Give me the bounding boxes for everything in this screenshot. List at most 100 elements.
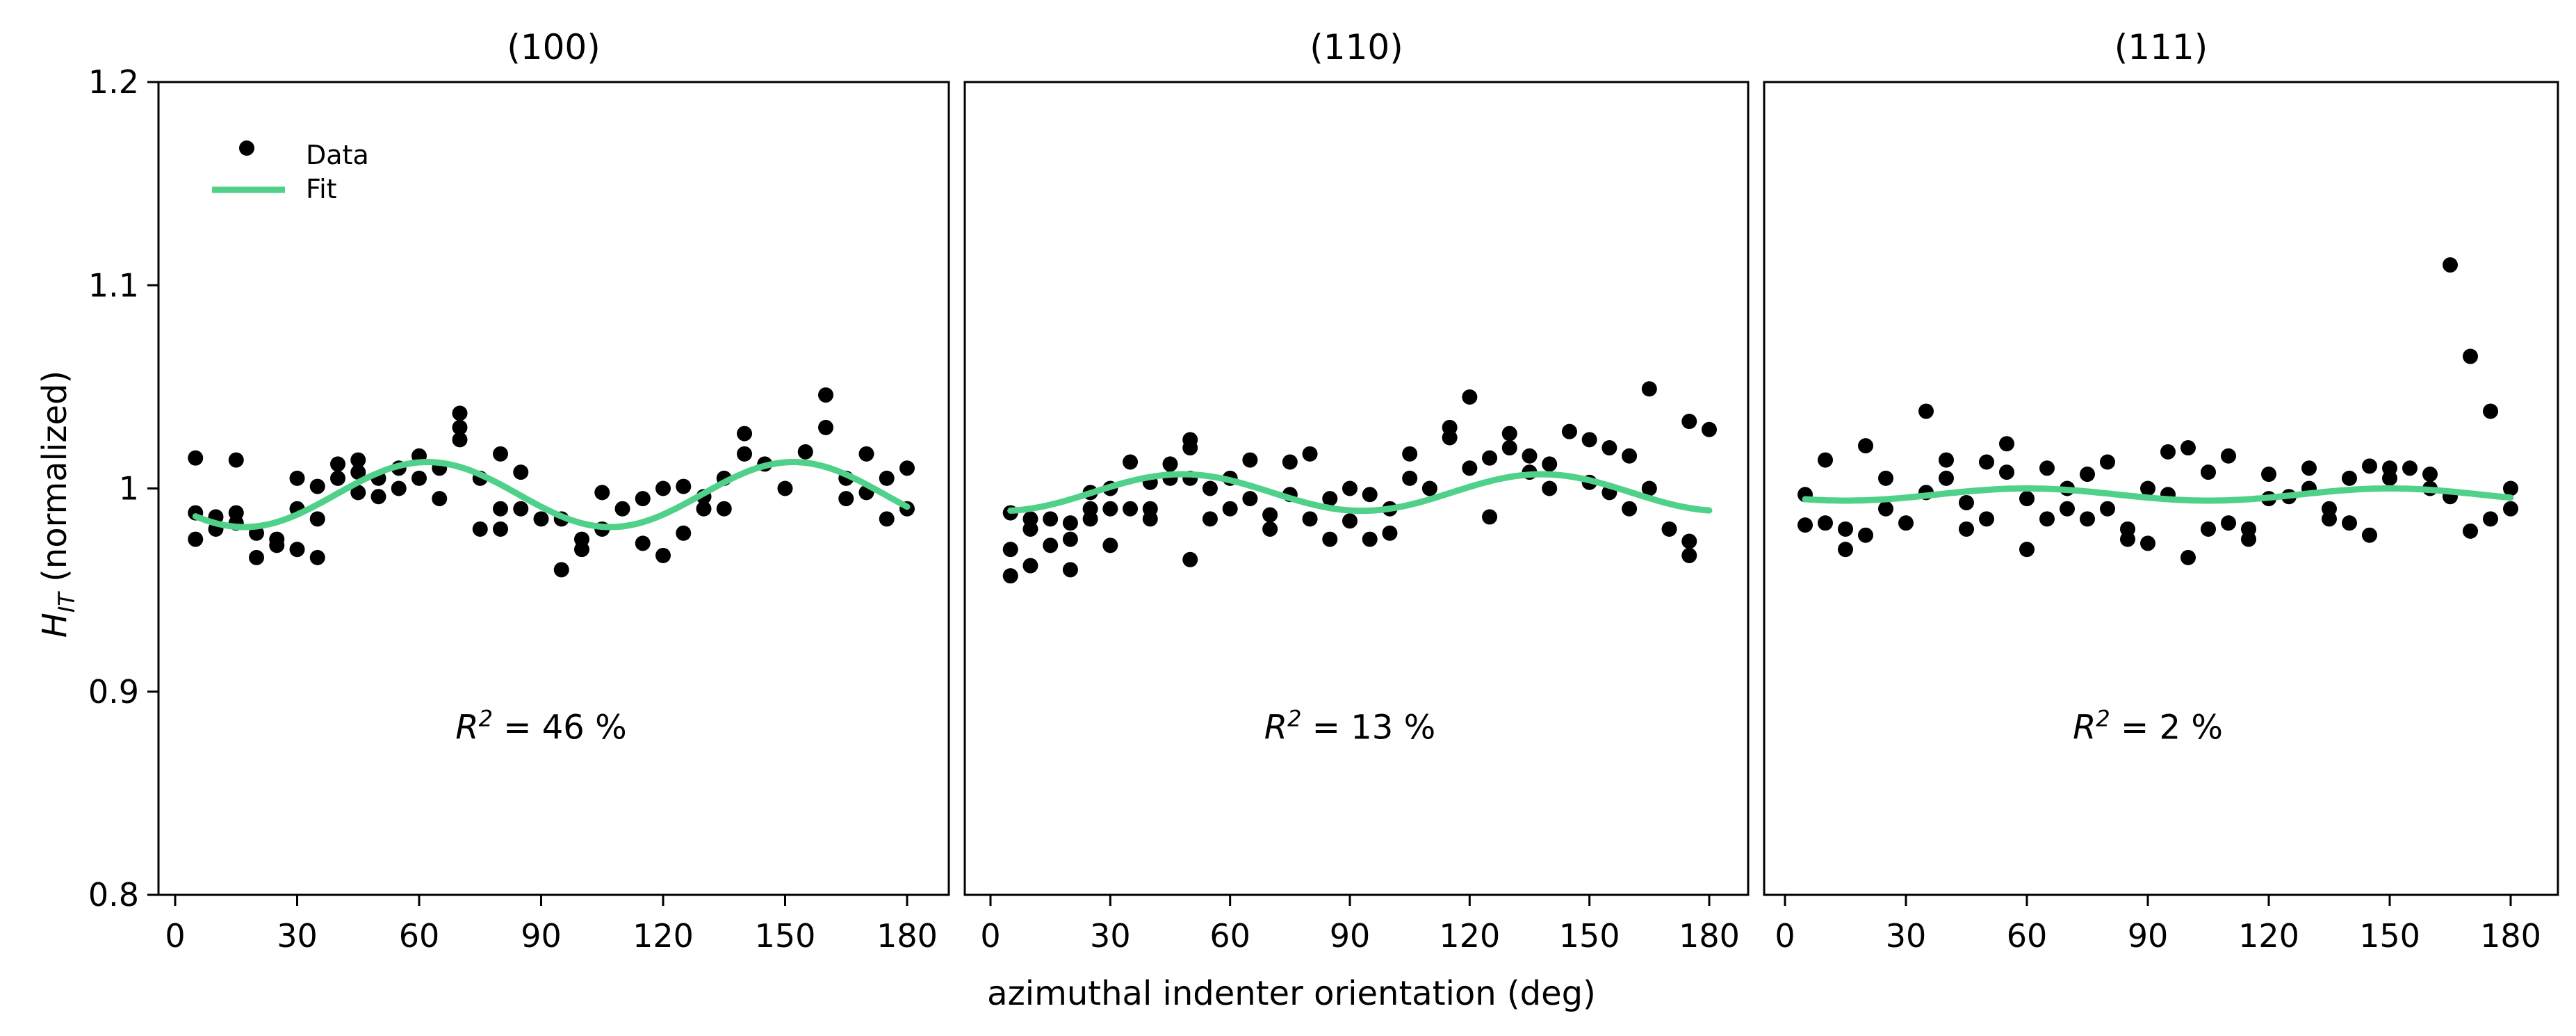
data-point [1382,525,1398,541]
data-point [1102,501,1118,517]
data-point [1501,426,1517,442]
data-point [2241,521,2256,537]
data-point [838,491,854,507]
y-tick-label: 0.9 [88,673,139,711]
data-point [289,542,305,558]
data-point [1242,491,1258,507]
data-point [2402,460,2418,476]
data-point [777,480,793,496]
data-point [1681,533,1697,549]
data-point [1123,501,1139,517]
data-point [1661,521,1677,537]
data-point [2322,501,2337,517]
data-point [2019,491,2035,507]
y-axis: 0.8 0.9 1 1.1 1.2 [88,63,158,914]
data-point [1681,414,1697,430]
data-point [1202,511,1218,527]
data-point [1858,438,1873,454]
data-point [879,470,895,486]
data-point [432,491,448,507]
data-point [1402,470,1418,486]
data-point [1561,423,1577,439]
data-point [1482,450,1498,466]
data-point [1462,389,1478,405]
data-point [309,511,325,527]
data-point [1702,421,1717,437]
data-point [472,521,488,537]
data-point [1501,440,1517,456]
data-point [1142,511,1158,527]
data-point [1838,521,1853,537]
data-point [249,549,264,565]
panel-title: (111) [2114,27,2208,67]
x-tick-label: 30 [1886,917,1927,955]
r-squared-label: R2 = 46 % [455,705,626,747]
data-point [2100,501,2115,517]
data-point [1999,464,2014,480]
data-point [1522,448,1538,464]
data-point [1542,480,1558,496]
data-point [452,405,468,421]
data-point [269,537,285,553]
y-tick-label: 1.1 [88,266,139,304]
data-point [737,426,752,442]
data-point [513,464,529,480]
data-point [553,562,569,578]
panel-title: (100) [507,27,600,67]
data-point [289,470,305,486]
x-tick-label: 120 [1439,917,1500,955]
data-point [228,505,244,521]
fit-curve [1007,471,1713,515]
data-point [1043,511,1059,527]
data-point [1878,470,1893,486]
x-tick-label: 90 [1330,917,1371,955]
data-point [309,478,325,494]
x-tick-label: 0 [980,917,1000,955]
data-point [330,470,345,486]
data-point [1581,432,1597,448]
legend-data-marker [239,140,254,156]
data-point [1939,470,1954,486]
data-point [2503,480,2518,496]
data-point [2120,521,2135,537]
data-point [1959,521,1974,537]
data-point [1878,501,1893,517]
data-point [1622,501,1638,517]
data-point [1282,454,1298,470]
data-point [1601,440,1617,456]
data-point [1959,494,1974,510]
data-point [350,464,366,480]
data-point [1342,480,1358,496]
data-point [2463,523,2478,539]
data-point [1442,419,1458,435]
data-point [2140,535,2155,551]
panel-title: (110) [1310,27,1403,67]
data-point [1202,480,1218,496]
x-tick-label: 60 [2007,917,2048,955]
data-point [1858,527,1873,543]
data-point [2443,257,2458,273]
data-point [1082,501,1098,517]
data-point [1622,448,1638,464]
data-point [2221,448,2236,464]
data-point [1641,381,1657,397]
data-point [1342,513,1358,529]
data-point [1979,511,1994,527]
data-point [1979,454,1994,470]
data-point [493,446,508,462]
data-point [1362,487,1378,503]
data-point [1482,509,1498,525]
data-point [676,525,692,541]
data-point [1681,547,1697,563]
x-tick-label: 150 [1559,917,1620,955]
data-point [1939,452,1954,468]
data-point [2503,501,2518,517]
data-point [1362,531,1378,547]
data-point [1838,542,1853,558]
y-tick-label: 1.2 [88,63,139,101]
data-point [452,432,468,448]
r-squared-label: R2 = 13 % [1264,705,1435,747]
data-point [1322,531,1338,547]
data-point [1999,436,2014,452]
data-point [1542,456,1558,472]
